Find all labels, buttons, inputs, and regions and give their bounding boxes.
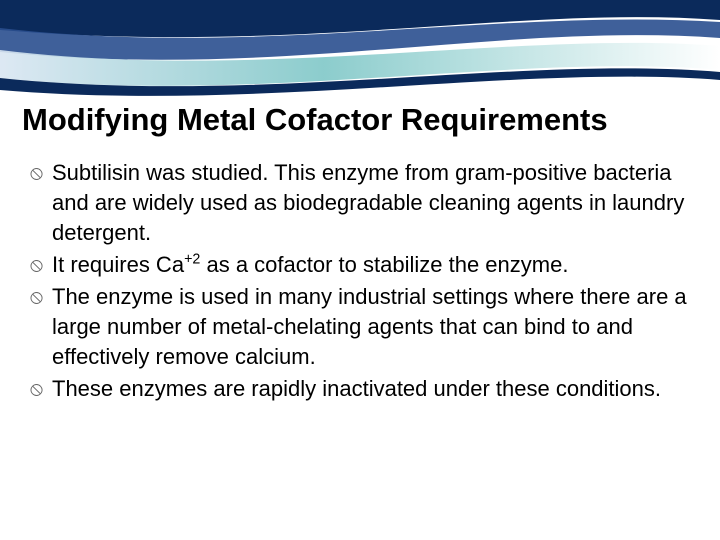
bullet-glyph-icon: ⦸ [30, 374, 52, 404]
bullet-2-post: as a cofactor to stabilize the enzyme. [200, 252, 568, 277]
bullet-text: It requires Ca+2 as a cofactor to stabil… [52, 250, 568, 280]
bullet-text: Subtilisin was studied. This enzyme from… [52, 158, 690, 248]
bullet-text: These enzymes are rapidly inactivated un… [52, 374, 661, 404]
bullet-item: ⦸ The enzyme is used in many industrial … [30, 282, 690, 372]
slide: Modifying Metal Cofactor Requirements ⦸ … [0, 0, 720, 540]
bullet-glyph-icon: ⦸ [30, 282, 52, 312]
header-swoosh [0, 0, 720, 110]
superscript: +2 [184, 252, 200, 268]
bullet-2-pre: It requires Ca [52, 252, 184, 277]
bullet-glyph-icon: ⦸ [30, 250, 52, 280]
slide-title: Modifying Metal Cofactor Requirements [22, 102, 698, 138]
bullet-glyph-icon: ⦸ [30, 158, 52, 188]
bullet-text: The enzyme is used in many industrial se… [52, 282, 690, 372]
bullet-item: ⦸ Subtilisin was studied. This enzyme fr… [30, 158, 690, 248]
bullet-item: ⦸ It requires Ca+2 as a cofactor to stab… [30, 250, 690, 280]
slide-body: ⦸ Subtilisin was studied. This enzyme fr… [30, 158, 690, 406]
bullet-item: ⦸ These enzymes are rapidly inactivated … [30, 374, 690, 404]
